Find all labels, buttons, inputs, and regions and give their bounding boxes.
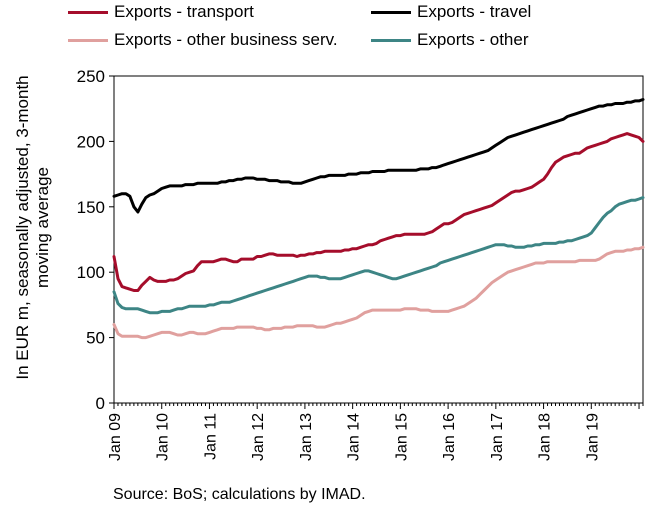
x-tick-label: Jan 15 (393, 413, 410, 461)
y-tick-label: 250 (77, 67, 105, 86)
x-tick-label: Jan 16 (441, 413, 458, 461)
y-axis-title-line: moving average (33, 167, 52, 288)
series-line-2 (114, 247, 643, 337)
plot-frame (114, 76, 643, 403)
x-tick-label: Jan 10 (155, 413, 172, 461)
y-tick-label: 50 (86, 329, 105, 348)
x-tick-label: Jan 17 (489, 413, 506, 461)
series-line-3 (114, 198, 643, 313)
x-tick-label: Jan 13 (298, 413, 315, 461)
y-tick-label: 100 (77, 263, 105, 282)
y-tick-label: 150 (77, 198, 105, 217)
x-tick-label: Jan 12 (250, 413, 267, 461)
x-tick-label: Jan 14 (346, 413, 363, 461)
y-tick-label: 200 (77, 132, 105, 151)
y-tick-label: 0 (96, 394, 105, 413)
x-tick-label: Jan 11 (202, 413, 219, 460)
plot-area: 0 50 100 150 200 250 Jan 09 Jan 10 Jan 11 Jan 12 J… (0, 0, 667, 521)
source-note: Source: BoS; calculations by IMAD. (113, 486, 366, 504)
x-tick-label: Jan 19 (584, 413, 601, 461)
y-axis-title-line: In EUR m, seasonally adjusted, 3-month (13, 75, 32, 379)
x-tick-label: Jan 18 (537, 413, 554, 461)
x-tick-label: Jan 09 (107, 413, 124, 461)
series-line-0 (114, 134, 643, 291)
chart: Exports - transport Exports - travel Exp… (0, 0, 667, 521)
